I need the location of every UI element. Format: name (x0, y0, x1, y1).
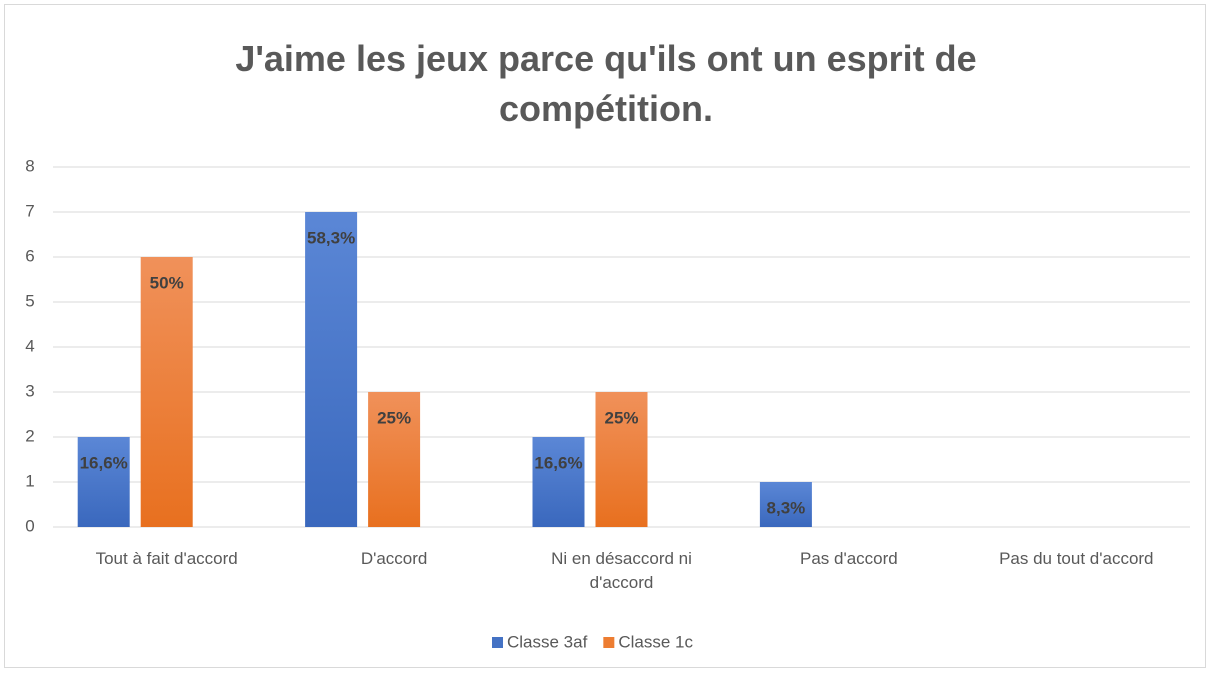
x-tick-label: D'accord (360, 549, 428, 568)
y-tick-label: 2 (25, 426, 34, 445)
data-label: 58,3% (307, 228, 355, 247)
x-tick-label: Pas du tout d'accord (999, 549, 1154, 568)
legend-label: Classe 1c (618, 632, 693, 651)
data-label: 8,3% (767, 498, 806, 517)
y-tick-label: 4 (25, 336, 34, 355)
bar (305, 212, 358, 527)
y-tick-label: 5 (25, 291, 34, 310)
legend-swatch (603, 637, 615, 648)
legend-label: Classe 3af (507, 632, 588, 651)
data-label: 16,6% (80, 453, 128, 472)
y-tick-label: 0 (25, 516, 34, 535)
chart-title: J'aime les jeux parce qu'ils ont un espr… (235, 38, 977, 129)
data-label: 25% (377, 408, 411, 427)
bar (759, 482, 812, 527)
bar (595, 392, 648, 527)
data-label: 50% (150, 273, 184, 292)
bar (532, 437, 585, 527)
bar (368, 392, 421, 527)
x-tick-label: Ni en désaccord ni d'accord (551, 549, 692, 592)
bar (140, 257, 193, 527)
data-label: 16,6% (534, 453, 582, 472)
legend-swatch (492, 637, 503, 648)
x-tick-label: Pas d'accord (800, 549, 898, 568)
bar (77, 437, 130, 527)
y-tick-label: 1 (25, 471, 34, 490)
y-tick-label: 3 (25, 381, 34, 400)
y-tick-label: 7 (25, 201, 34, 220)
x-tick-label: Tout à fait d'accord (95, 549, 238, 568)
y-tick-label: 6 (25, 246, 34, 265)
chart-frame (4, 4, 1206, 668)
data-label: 25% (604, 408, 638, 427)
y-tick-label: 8 (25, 156, 34, 175)
